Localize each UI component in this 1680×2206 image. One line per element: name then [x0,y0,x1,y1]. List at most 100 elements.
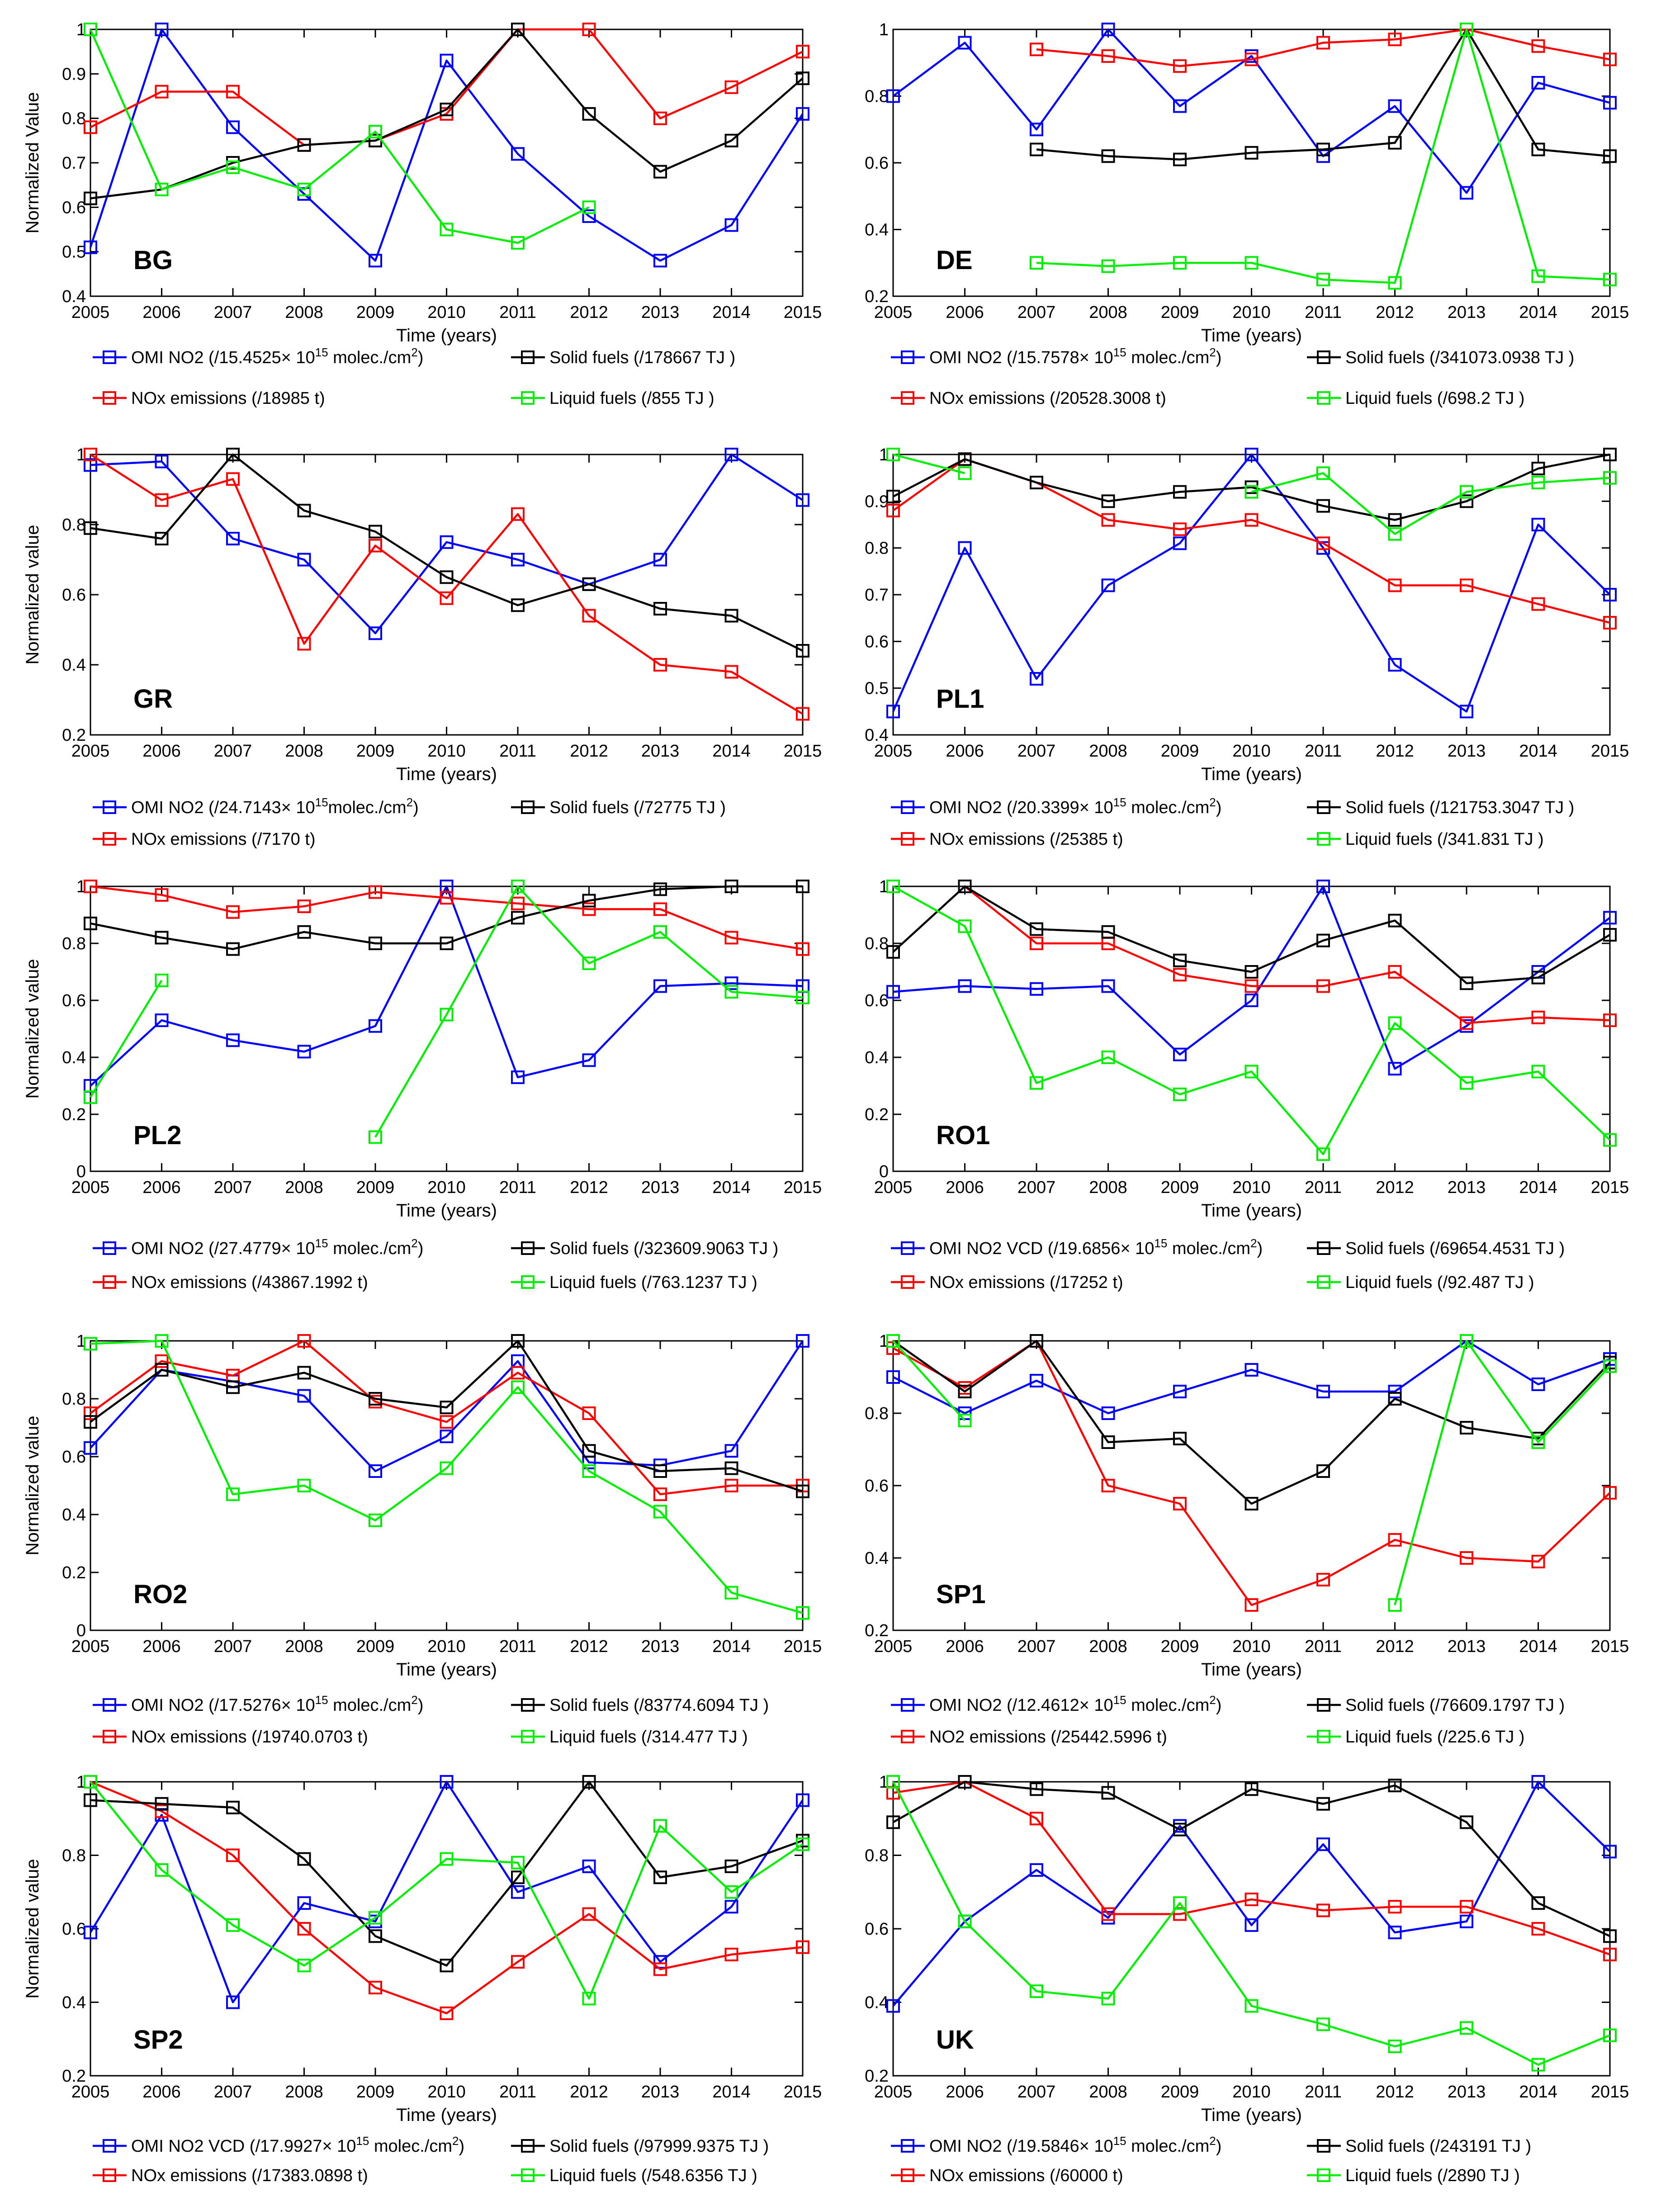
data-point [297,183,311,196]
data-point [1388,136,1402,150]
legend-label: OMI NO2 (/19.5846× 1015 molec./cm2) [929,2134,1221,2156]
y-axis-label: Normalized value [23,525,43,664]
data-point [582,609,596,623]
series-line [892,1780,1610,1937]
x-axis-label: Time (years) [1201,1660,1302,1680]
x-tick-label: 2013 [641,1637,680,1656]
x-tick-label: 2014 [712,1637,751,1656]
legend-marker [521,350,535,364]
data-point [155,1334,169,1348]
data-point [796,107,809,121]
data-point [724,1479,738,1492]
series-line [374,885,803,1138]
data-point [155,931,169,945]
legend-marker [521,1730,535,1743]
x-tick-label: 2014 [1519,303,1557,322]
x-tick-label: 2012 [570,2083,608,2102]
data-point [1603,588,1617,601]
legend-marker [901,1698,914,1712]
series-nox [84,1775,809,2020]
data-point [226,1033,240,1047]
x-tick-label: 2010 [1232,1178,1271,1197]
data-point [724,448,738,461]
data-point [958,880,972,893]
x-tick-label: 2009 [356,303,395,322]
data-point [653,553,667,567]
data-point [724,218,738,232]
data-point [1531,2058,1545,2072]
x-tick-label: 2008 [1089,1178,1127,1197]
data-point [440,535,454,549]
data-point [155,532,169,545]
x-tick-label: 2008 [1089,2083,1127,2102]
data-point [653,979,667,993]
data-point [1030,43,1043,57]
series-line [90,980,163,1098]
x-tick-label: 2013 [1448,303,1486,322]
data-point [1245,1598,1259,1612]
data-point [511,880,525,893]
x-tick-label: 2008 [285,2083,323,2102]
data-point [1460,705,1473,719]
data-point [1460,2021,1473,2035]
data-point [226,85,240,99]
data-point [226,472,240,486]
panel-uk: 2005 2006 2007 2008 2009 2010 2011 2012 2013 2014… [865,1773,1629,2185]
data-point [297,1334,311,1348]
legend-label: NOx emissions (/18985 t) [131,389,325,408]
data-point [1603,448,1617,461]
legend-entry-liquid: Liquid fuels (/314.477 TJ ) [511,1728,748,1747]
y-tick-label: 0.2 [865,1621,889,1640]
data-point [369,254,382,268]
legend-entry-liquid: Liquid fuels (/548.6356 TJ ) [511,2166,757,2185]
y-tick-label: 0.5 [865,679,889,698]
data-point [297,637,311,651]
x-tick-label: 2013 [1448,1637,1486,1656]
x-tick-label: 2011 [1305,742,1342,761]
data-point [1460,1016,1473,1030]
data-point [1388,914,1402,928]
country-label: UK [936,2025,974,2055]
x-tick-label: 2006 [142,303,181,322]
x-axis-label: Time (years) [396,326,497,346]
x-axis-label: Time (years) [1201,1201,1302,1221]
series-line [892,28,1610,194]
series-line [90,453,803,652]
data-point [369,1513,382,1527]
data-point [297,925,311,939]
data-point [226,1380,240,1394]
country-label: SP1 [936,1580,986,1609]
legend-entry-omi: OMI NO2 VCD (/19.6856× 1015 molec./cm2) [891,1236,1263,1258]
data-point [1388,33,1402,47]
data-point [582,23,596,36]
y-tick-label: 0.2 [865,1105,889,1124]
y-tick-label: 0.2 [62,1563,86,1582]
data-point [1460,23,1473,36]
data-point [724,1885,738,1899]
legend-entry-liquid: Liquid fuels (/225.6 TJ ) [1307,1728,1524,1747]
y-tick-label: 0.8 [62,516,86,535]
data-point [1245,1782,1259,1796]
data-point [511,1334,525,1348]
x-tick-label: 2010 [427,742,466,761]
data-point [369,1130,382,1144]
data-point [297,1959,311,1973]
data-point [1173,59,1187,73]
data-point [369,1911,382,1925]
legend-entry-nox: NOx emissions (/20528.3008 t) [891,389,1166,408]
x-tick-label: 2010 [427,2083,466,2102]
x-tick-label: 2005 [71,1178,110,1197]
data-point [1173,522,1187,536]
y-tick-label: 1 [879,1773,889,1792]
data-point [1603,1845,1617,1859]
series-line [892,1340,1611,1505]
series-line [893,1780,1610,1955]
data-point [582,1406,596,1420]
y-tick-label: 0.4 [62,287,86,306]
x-tick-label: 2013 [1448,2083,1486,2102]
data-point [1316,36,1330,50]
series-omi [84,448,809,640]
data-point [1603,1486,1617,1500]
legend-entry-nox: NOx emissions (/19740.0703 t) [93,1728,368,1747]
series-line [90,885,803,950]
